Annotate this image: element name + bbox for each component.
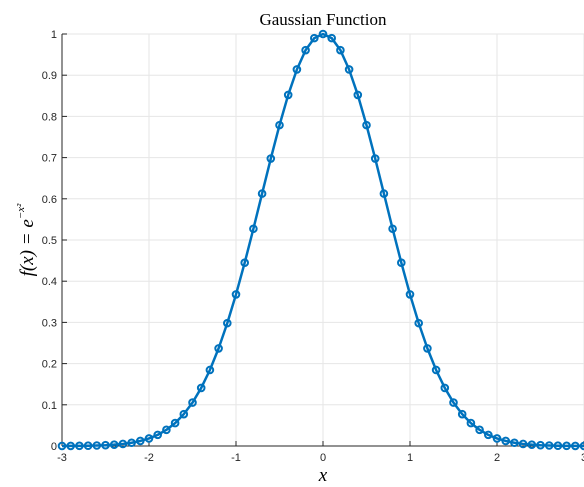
data-point-marker (301, 45, 310, 55)
y-axis-label: f(x) = e−x² (15, 203, 38, 276)
data-point-marker (318, 29, 328, 39)
data-point-marker (266, 154, 276, 163)
x-tick-label: 2 (494, 452, 500, 464)
x-tick-label: -2 (144, 452, 154, 464)
data-point-marker (83, 441, 93, 451)
data-point-marker (414, 318, 424, 328)
data-point-marker (344, 65, 354, 74)
data-point-marker (579, 441, 584, 451)
data-point-marker (544, 441, 554, 450)
grid-lines (61, 33, 584, 447)
data-point-marker (397, 258, 406, 268)
data-series (57, 29, 584, 451)
data-point-marker (66, 441, 75, 451)
data-point-marker (101, 440, 110, 450)
y-axis-label-base: f(x) = e (17, 219, 38, 276)
data-point-marker (179, 409, 189, 419)
data-point-marker (188, 398, 197, 407)
x-tick-label: 0 (320, 452, 326, 464)
y-tick-label: 0.6 (42, 194, 57, 206)
data-point-marker (109, 440, 119, 449)
data-point-marker (527, 440, 537, 449)
data-point-marker (484, 430, 493, 440)
x-tick-label: -3 (57, 452, 67, 464)
data-point-marker (240, 258, 249, 268)
data-point-marker (353, 90, 363, 100)
x-tick-label: 1 (407, 452, 413, 464)
y-tick-label: 0 (51, 441, 57, 453)
data-point-marker (249, 224, 258, 234)
data-point-marker (127, 438, 136, 448)
data-point-marker (501, 436, 511, 446)
data-point-marker (518, 439, 528, 449)
y-tick-label: 0.8 (42, 111, 57, 123)
data-point-marker (336, 45, 345, 55)
data-point-marker (379, 189, 389, 198)
data-point-marker (257, 189, 267, 198)
data-point-marker (75, 441, 84, 451)
data-point-marker (118, 439, 128, 449)
y-tick-label: 0.5 (42, 235, 57, 247)
data-point-marker (562, 441, 571, 451)
x-tick-label: -1 (231, 452, 241, 464)
data-point-marker (153, 430, 162, 440)
data-point-marker (457, 409, 467, 419)
data-point-marker (205, 365, 215, 375)
y-tick-label: 0.1 (42, 400, 57, 412)
y-tick-label: 0.7 (42, 153, 57, 165)
y-tick-label: 0.9 (42, 70, 57, 82)
data-point-marker (292, 65, 302, 74)
data-point-marker (492, 434, 502, 443)
data-point-marker (405, 290, 415, 299)
data-point-marker (310, 33, 319, 43)
data-point-marker (571, 441, 580, 451)
y-axis-label-exponent: −x² (15, 203, 27, 219)
data-point-marker (466, 418, 476, 428)
data-point-marker (388, 224, 397, 234)
data-point-marker (214, 344, 223, 353)
data-point-marker (362, 120, 371, 130)
y-tick-label: 0.4 (42, 276, 57, 288)
data-point-marker (162, 425, 171, 435)
data-point-marker (536, 440, 545, 450)
data-point-marker (223, 318, 232, 328)
data-point-marker (57, 441, 67, 451)
x-tick-label: 3 (581, 452, 584, 464)
data-point-marker (144, 434, 154, 443)
data-point-marker (553, 441, 563, 451)
data-point-marker (423, 344, 432, 353)
chart-title: Gaussian Function (259, 10, 387, 29)
x-axis-label: x (318, 465, 328, 486)
tick-labels: -3 -2 -1 0 1 2 3 0 0.1 0.2 0.3 0.4 0.5 0.6 0.7 0.8 0.9 1 (42, 29, 584, 464)
data-point-marker (231, 290, 241, 299)
data-point-marker (136, 436, 145, 446)
data-point-marker (283, 90, 293, 100)
data-point-marker (275, 120, 284, 130)
data-point-marker (370, 154, 380, 163)
y-tick-label: 0.3 (42, 317, 57, 329)
data-point-marker (196, 383, 206, 393)
data-point-marker (431, 365, 441, 375)
data-point-marker (510, 438, 519, 448)
data-point-marker (327, 33, 337, 43)
data-point-marker (475, 425, 484, 435)
series-line (61, 32, 584, 448)
data-point-marker (92, 441, 102, 450)
y-tick-label: 1 (51, 29, 57, 41)
y-tick-label: 0.2 (42, 359, 57, 371)
data-point-marker (170, 418, 180, 428)
data-point-marker (440, 383, 450, 393)
data-point-marker (449, 398, 458, 407)
